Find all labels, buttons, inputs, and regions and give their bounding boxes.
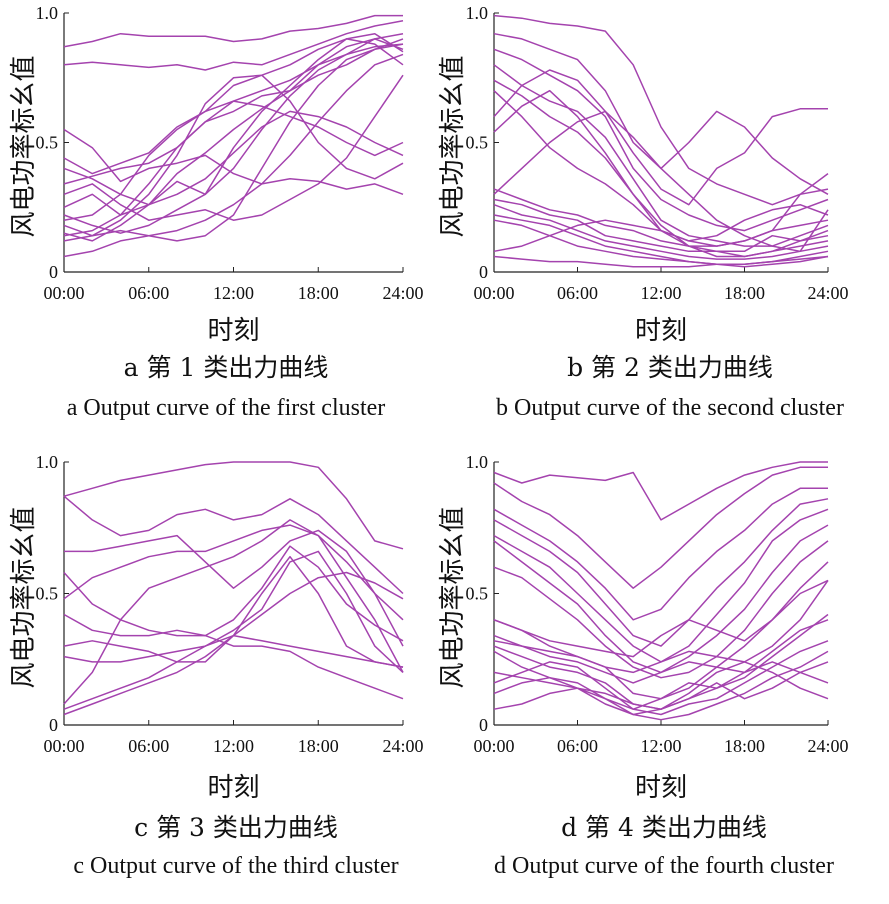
- x-tick-label: 00:00: [473, 736, 514, 756]
- series-line-3: [63, 128, 404, 196]
- y-tick-label: 0.5: [466, 133, 489, 153]
- x-axis-label: 时刻: [635, 773, 687, 803]
- series-line-10: [63, 571, 404, 700]
- y-tick-label: 0.5: [466, 584, 489, 604]
- x-tick-label: 24:00: [382, 736, 423, 756]
- series-line-6: [493, 69, 828, 206]
- series-line-2: [493, 32, 829, 195]
- x-tick-label: 24:00: [807, 283, 848, 303]
- x-axis-label: 时刻: [207, 316, 259, 346]
- series-line-3: [64, 529, 404, 621]
- y-tick-label: 0: [479, 262, 488, 282]
- caption-chinese: d 第 4 类出力曲线: [561, 813, 767, 842]
- x-tick-label: 18:00: [298, 736, 339, 756]
- caption-english: b Output curve of the second cluster: [496, 395, 844, 421]
- series-line-4: [63, 524, 404, 647]
- series-line-10: [493, 579, 829, 710]
- series-line-10: [63, 43, 404, 242]
- chart-panel-4: 00:00 06:00 12:00 18:00 24:00 1.0 0.5 0 时刻 风电功率标幺…: [438, 452, 849, 879]
- series-line-11: [63, 571, 404, 716]
- x-tick-label: 18:00: [724, 736, 765, 756]
- y-tick-label: 1.0: [36, 452, 59, 472]
- caption-english: d Output curve of the fourth cluster: [494, 853, 834, 879]
- series-line-12: [63, 74, 404, 221]
- series-line-1: [63, 461, 404, 550]
- series-line-6: [63, 555, 404, 668]
- series-line-12: [493, 619, 829, 716]
- series-line-1: [63, 14, 403, 48]
- x-tick-label: 06:00: [557, 283, 598, 303]
- series-line-5: [493, 79, 829, 253]
- series-line-5: [63, 545, 404, 642]
- series-line-17: [493, 619, 829, 700]
- series-line-11: [63, 53, 404, 258]
- caption-chinese: c 第 3 类出力曲线: [134, 813, 338, 842]
- chart-panel-3: 00:00 06:00 12:00 18:00 24:00 1.0 0.5 0 时刻 风电功率标幺…: [9, 452, 424, 879]
- y-axis-label: 风电功率标幺值: [438, 506, 468, 688]
- series-line-3: [493, 48, 829, 232]
- series-line-1: [493, 461, 828, 521]
- y-tick-label: 1.0: [36, 3, 59, 23]
- series-line-10: [493, 203, 829, 260]
- y-tick-label: 0: [49, 715, 58, 735]
- x-tick-label: 00:00: [43, 283, 84, 303]
- x-tick-label: 12:00: [213, 283, 254, 303]
- x-tick-label: 06:00: [557, 736, 598, 756]
- series-line-2: [493, 466, 828, 589]
- series-line-2: [63, 495, 404, 595]
- series-line-7: [63, 634, 404, 668]
- x-tick-label: 12:00: [640, 283, 681, 303]
- caption-chinese: b 第 2 类出力曲线: [567, 353, 773, 382]
- series-line-8: [63, 38, 404, 242]
- series-line-14: [493, 650, 829, 721]
- x-tick-label: 12:00: [213, 736, 254, 756]
- series-line-4: [63, 100, 404, 221]
- series-line-13: [63, 74, 404, 180]
- series-line-7: [63, 38, 404, 234]
- series-line-4: [493, 498, 829, 647]
- x-tick-label: 12:00: [640, 736, 681, 756]
- series-line-1: [493, 14, 829, 206]
- series-line-13: [493, 640, 829, 716]
- x-tick-label: 06:00: [128, 736, 169, 756]
- y-tick-label: 1.0: [466, 452, 489, 472]
- y-axis-label: 风电功率标幺值: [9, 55, 39, 237]
- series-line-3: [493, 487, 828, 621]
- series-line-15: [493, 110, 829, 253]
- series-line-15: [63, 110, 404, 206]
- y-tick-label: 0: [479, 715, 488, 735]
- series-line-5: [63, 43, 404, 185]
- x-axis-label: 时刻: [635, 316, 687, 346]
- series-line-16: [493, 634, 829, 684]
- x-tick-label: 18:00: [724, 283, 765, 303]
- chart-panel-1: 00:00 06:00 12:00 18:00 24:00 1.0 0.5 0 时刻 风电功率标幺…: [9, 3, 424, 421]
- y-tick-label: 0.5: [36, 133, 59, 153]
- series-line-14: [493, 255, 829, 268]
- x-tick-label: 24:00: [382, 283, 423, 303]
- y-axis-label: 风电功率标幺值: [9, 506, 39, 688]
- series-line-7: [493, 540, 829, 679]
- series-line-9: [493, 198, 829, 258]
- y-axis-label: 风电功率标幺值: [438, 55, 468, 237]
- x-tick-label: 00:00: [473, 283, 514, 303]
- x-tick-label: 00:00: [43, 736, 84, 756]
- caption-chinese: a 第 1 类出力曲线: [124, 353, 329, 382]
- caption-english: c Output curve of the third cluster: [73, 853, 398, 879]
- series-line-15: [493, 661, 829, 710]
- y-tick-label: 0.5: [36, 584, 59, 604]
- x-tick-label: 18:00: [298, 283, 339, 303]
- series-line-8: [63, 550, 404, 710]
- series-line-16: [493, 90, 829, 247]
- y-tick-label: 0: [49, 262, 58, 282]
- y-tick-label: 1.0: [466, 3, 489, 23]
- chart-panel-2: 00:00 06:00 12:00 18:00 24:00 1.0 0.5 0 时刻 风电功率标幺…: [438, 3, 849, 421]
- x-tick-label: 24:00: [807, 736, 848, 756]
- x-axis-label: 时刻: [207, 773, 259, 803]
- series-line-2: [63, 20, 404, 71]
- caption-english: a Output curve of the first cluster: [67, 395, 386, 421]
- x-tick-label: 06:00: [128, 283, 169, 303]
- series-line-14: [63, 38, 404, 237]
